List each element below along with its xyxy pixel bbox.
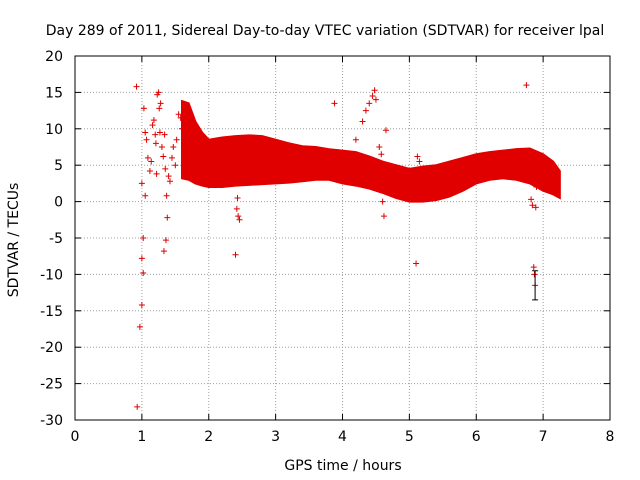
data-point: [152, 131, 159, 138]
data-point: [160, 248, 167, 255]
data-point: [164, 214, 171, 221]
data-point: [163, 192, 170, 199]
data-point: [162, 165, 169, 172]
chart-title: Day 289 of 2011, Sidereal Day-to-day VTE…: [46, 23, 604, 39]
data-point: [175, 111, 182, 118]
data-series: [133, 82, 561, 410]
x-tick-label: 4: [338, 429, 347, 445]
data-point: [166, 178, 173, 185]
x-tick-label: 8: [606, 429, 615, 445]
data-point: [149, 122, 156, 129]
data-point: [416, 158, 423, 165]
x-tick-label: 7: [539, 429, 548, 445]
x-tick-label: 5: [405, 429, 414, 445]
data-point: [140, 105, 147, 112]
data-point: [136, 323, 143, 330]
x-tick-label: 0: [71, 429, 80, 445]
axis-ticks: 0 1 2 3 4 5 6 7 8 -30 -25 -20 -15 -10 -5 0 5 10 15 20: [40, 49, 614, 445]
data-point: [523, 82, 530, 89]
data-point: [148, 158, 155, 165]
data-point: [157, 100, 164, 107]
data-band: [181, 99, 561, 203]
data-point: [152, 140, 159, 147]
data-point: [160, 153, 167, 160]
data-point: [158, 144, 165, 150]
data-point: [133, 83, 140, 90]
data-point: [138, 180, 145, 187]
grid-lines: [75, 56, 610, 420]
data-point: [172, 162, 179, 169]
data-point: [414, 153, 421, 160]
y-tick-label: 10: [45, 122, 63, 138]
data-point: [155, 89, 162, 96]
y-tick-label: -20: [40, 340, 63, 356]
data-point: [372, 96, 379, 103]
data-point: [342, 173, 349, 180]
data-point: [138, 255, 145, 262]
data-point: [234, 194, 241, 201]
data-point: [179, 125, 185, 132]
y-tick-label: 5: [54, 158, 63, 174]
data-point: [530, 264, 537, 271]
error-bar: [532, 270, 539, 301]
data-point: [233, 205, 240, 212]
data-point: [162, 237, 169, 244]
y-tick-label: 15: [45, 85, 63, 101]
data-point: [140, 235, 147, 241]
data-point: [362, 107, 369, 114]
data-point: [156, 105, 163, 112]
data-point: [173, 136, 180, 143]
data-point: [168, 154, 175, 161]
y-tick-label: -30: [40, 413, 63, 429]
x-tick-label: 1: [137, 429, 146, 445]
data-point: [371, 87, 378, 94]
data-point: [144, 154, 151, 161]
x-tick-label: 3: [271, 429, 280, 445]
data-point: [140, 269, 147, 276]
data-point: [531, 271, 538, 278]
data-point: [532, 204, 539, 211]
data-point: [331, 100, 338, 107]
x-tick-label: 6: [472, 429, 481, 445]
data-point: [366, 100, 373, 107]
data-point: [529, 202, 536, 209]
data-point: [177, 114, 184, 121]
y-tick-label: -15: [40, 304, 63, 320]
data-point: [235, 213, 242, 220]
x-axis-label: GPS time / hours: [284, 458, 401, 474]
y-tick-label: -25: [40, 377, 63, 393]
data-point: [138, 301, 145, 308]
data-point: [143, 136, 150, 143]
data-point: [382, 127, 389, 134]
data-point: [378, 151, 385, 158]
data-point: [142, 129, 149, 136]
data-point: [150, 117, 157, 124]
y-tick-label: -5: [49, 231, 63, 247]
data-point: [369, 93, 376, 100]
y-tick-label: 0: [54, 195, 63, 211]
data-point: [232, 251, 239, 258]
data-point: [156, 129, 163, 136]
data-point: [359, 118, 366, 125]
y-tick-label: -10: [40, 267, 63, 283]
data-point: [533, 184, 540, 191]
data-point: [379, 198, 386, 205]
data-point: [146, 168, 153, 175]
data-point: [170, 144, 177, 150]
data-point: [142, 192, 149, 199]
data-point: [165, 173, 172, 180]
data-point: [376, 144, 383, 150]
data-point: [161, 131, 168, 138]
data-point: [352, 136, 359, 143]
data-point: [236, 216, 243, 223]
data-point: [413, 260, 420, 267]
data-point: [380, 213, 387, 220]
x-tick-label: 2: [204, 429, 213, 445]
data-point: [528, 196, 535, 203]
y-tick-label: 20: [45, 49, 63, 65]
y-axis-label: SDTVAR / TECUs: [6, 183, 22, 298]
data-point: [153, 170, 160, 177]
data-point: [134, 403, 141, 410]
